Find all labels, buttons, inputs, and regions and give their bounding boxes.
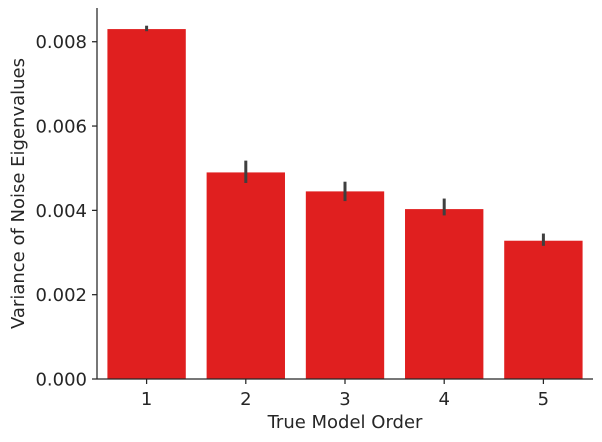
y-tick-label: 0.008	[35, 32, 87, 53]
bar-3	[305, 191, 385, 379]
y-ticks-layer: 0.000 0.002 0.004 0.006 0.008	[35, 32, 97, 391]
x-tick-label: 2	[240, 389, 251, 410]
x-tick-label: 1	[141, 389, 152, 410]
x-tick-label: 4	[438, 389, 449, 410]
bar-5	[504, 240, 583, 379]
x-ticks-layer: 1 2 3 4 5	[141, 379, 549, 410]
y-tick-label: 0.000	[35, 370, 87, 391]
error-bars-layer	[145, 25, 545, 246]
x-tick-label: 5	[538, 389, 549, 410]
y-tick-label: 0.006	[35, 117, 87, 138]
x-axis-title: True Model Order	[267, 412, 423, 433]
bar-2	[206, 172, 285, 379]
bar-1	[107, 29, 186, 379]
x-tick-label: 3	[339, 389, 350, 410]
y-tick-label: 0.004	[35, 201, 87, 222]
y-axis-title: Variance of Noise Eigenvalues	[8, 58, 29, 329]
bar-4	[405, 209, 484, 379]
y-tick-label: 0.002	[35, 285, 87, 306]
bars-layer	[107, 29, 583, 379]
